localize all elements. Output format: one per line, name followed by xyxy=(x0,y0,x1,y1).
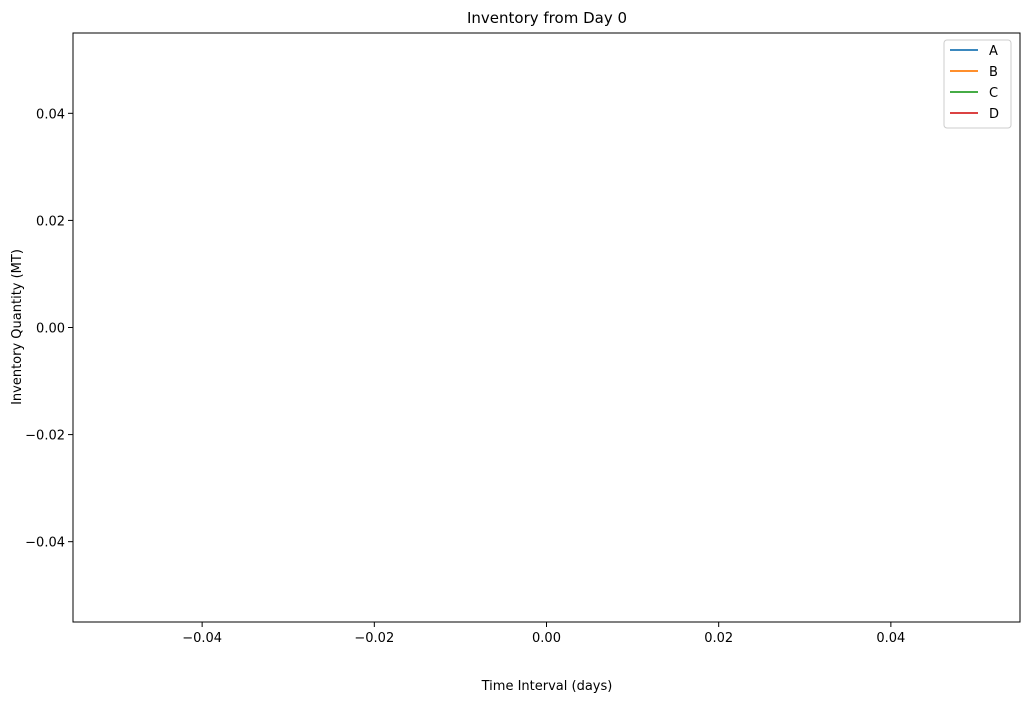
y-tick-label: −0.04 xyxy=(25,536,65,551)
x-axis-ticks: −0.04 −0.02 0.00 0.02 0.04 xyxy=(182,622,905,646)
legend-label-b: B xyxy=(989,65,998,80)
y-axis-ticks: −0.04 −0.02 0.00 0.02 0.04 xyxy=(25,107,73,551)
y-tick-label: −0.02 xyxy=(25,429,65,444)
x-tick-label: 0.02 xyxy=(704,631,733,646)
x-tick-label: 0.00 xyxy=(532,631,561,646)
y-tick-label: 0.04 xyxy=(36,107,65,122)
x-tick-label: 0.04 xyxy=(876,631,905,646)
legend-label-c: C xyxy=(989,86,998,101)
axes-frame xyxy=(72,32,1021,623)
x-axis-label: Time Interval (days) xyxy=(481,679,613,694)
y-tick-label: 0.02 xyxy=(36,214,65,229)
chart-title: Inventory from Day 0 xyxy=(467,9,627,27)
x-tick-label: −0.04 xyxy=(182,631,222,646)
y-tick-label: 0.00 xyxy=(36,322,65,337)
y-axis-label: Inventory Quantity (MT) xyxy=(10,249,25,405)
legend-box xyxy=(943,39,1012,129)
legend-label-a: A xyxy=(989,44,998,59)
plot-area xyxy=(72,32,1021,623)
legend-label-d: D xyxy=(989,107,999,122)
x-tick-label: −0.02 xyxy=(354,631,394,646)
